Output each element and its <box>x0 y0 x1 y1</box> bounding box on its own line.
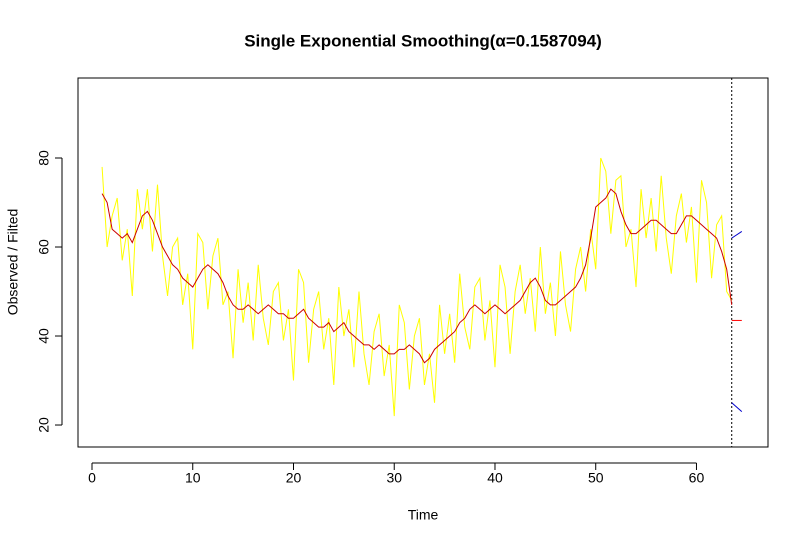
series-line <box>731 231 743 239</box>
y-tick-label: 60 <box>36 239 52 255</box>
plot-frame <box>77 77 769 448</box>
y-axis-label: Observed / Filted <box>5 209 21 316</box>
x-tick-label: 20 <box>286 470 302 486</box>
x-tick-label: 10 <box>185 470 201 486</box>
y-tick-label: 80 <box>36 150 52 166</box>
x-tick-label: 0 <box>88 470 96 486</box>
series-line <box>101 157 733 417</box>
y-tick-label: 20 <box>36 417 52 433</box>
chart-title: Single Exponential Smoothing(α=0.1587094… <box>244 31 602 50</box>
x-axis-label: Time <box>408 507 439 523</box>
x-tick-label: 60 <box>689 470 705 486</box>
x-tick-label: 50 <box>588 470 604 486</box>
series-line <box>101 188 733 364</box>
series-line <box>731 402 743 413</box>
y-tick-label: 40 <box>36 328 52 344</box>
x-tick-label: 30 <box>386 470 402 486</box>
x-tick-label: 40 <box>487 470 503 486</box>
